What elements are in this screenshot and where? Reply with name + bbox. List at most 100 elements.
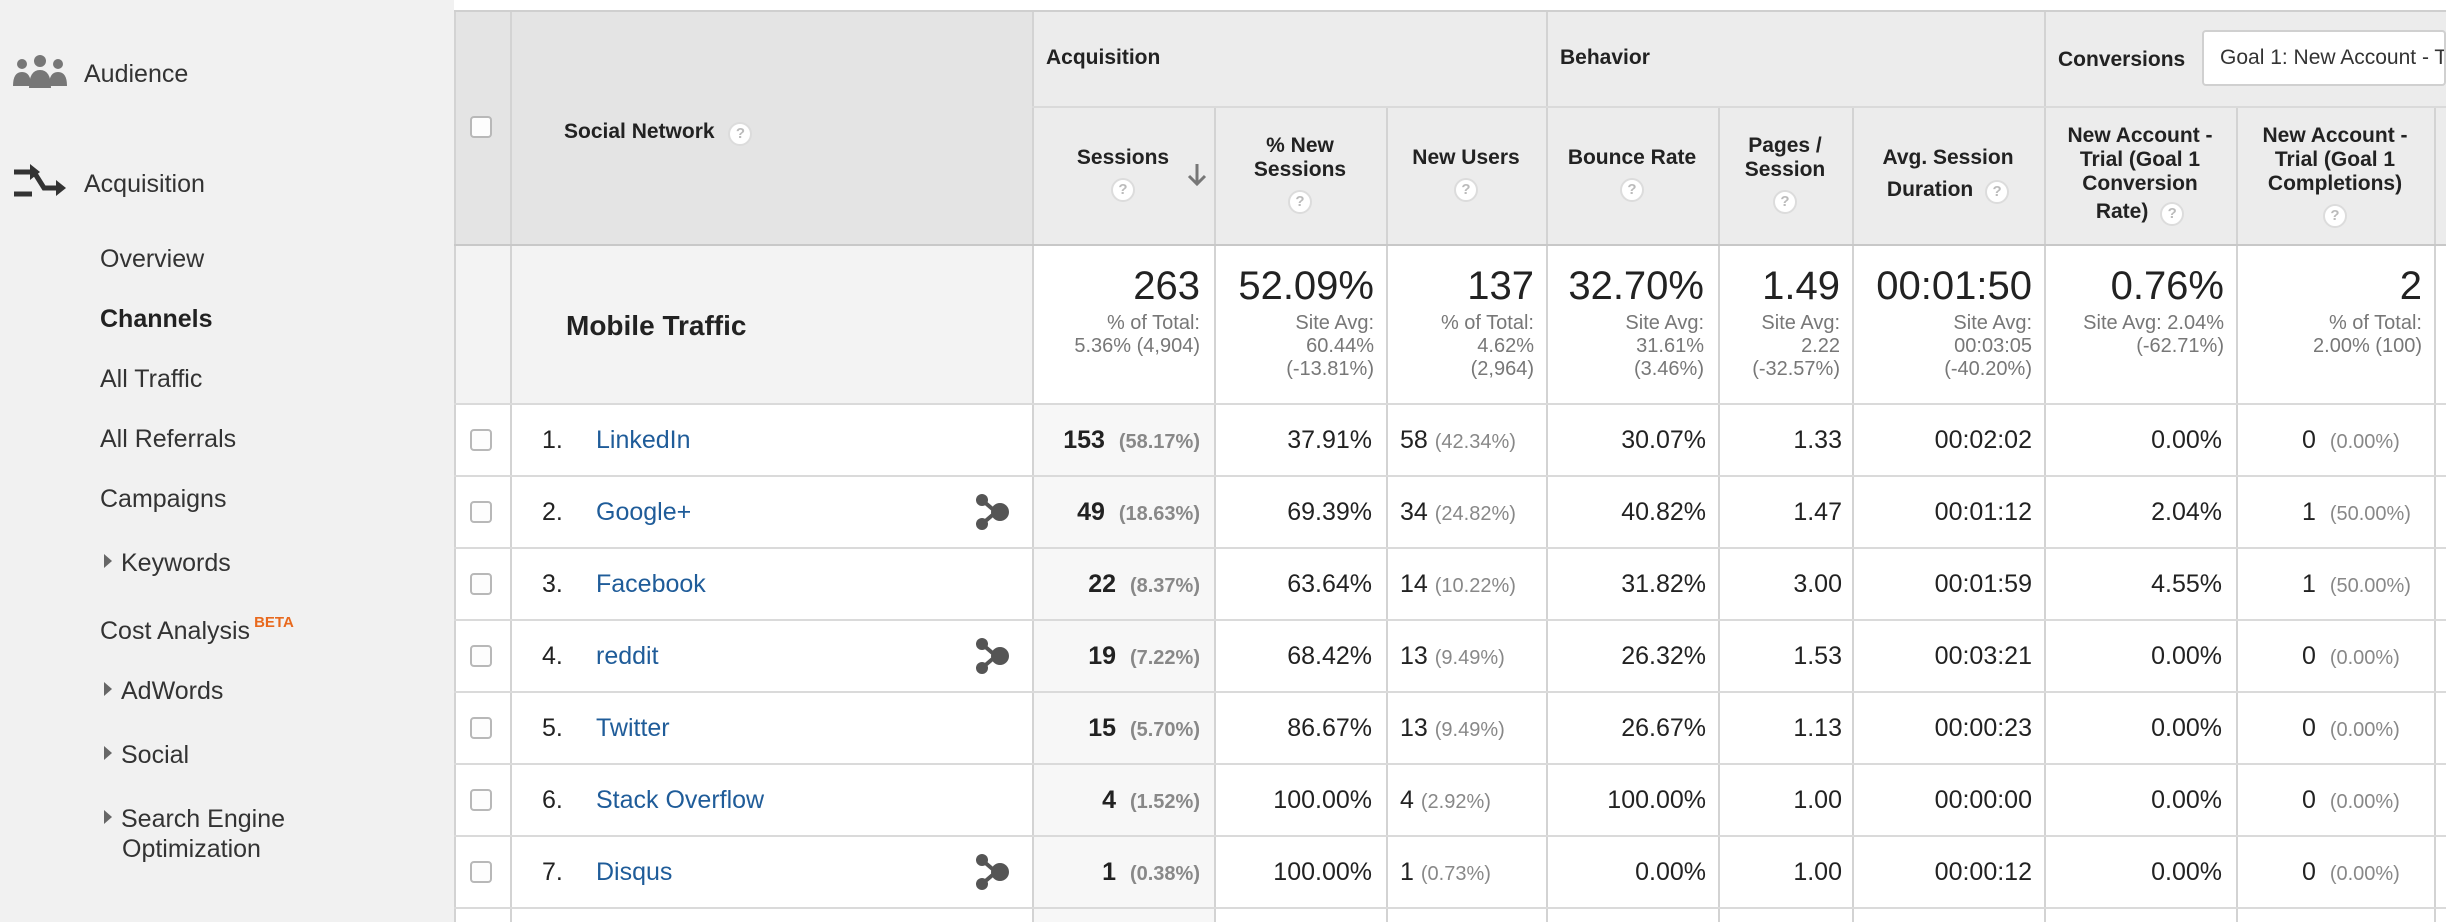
- beta-badge: BETA: [254, 614, 294, 631]
- help-icon[interactable]: ?: [1288, 190, 1312, 214]
- new-users-value: 4: [1400, 786, 1414, 814]
- col-completions[interactable]: New Account - Trial (Goal 1 Completions)…: [2236, 124, 2434, 228]
- help-icon[interactable]: ?: [1454, 178, 1478, 202]
- expand-triangle-icon: [104, 810, 112, 824]
- total-new-users-sub: % of Total: 4.62% (2,964): [1386, 312, 1534, 381]
- acquisition-icon: [14, 164, 66, 197]
- col-avg-duration[interactable]: Avg. Session Duration ?: [1852, 146, 2044, 204]
- row-new-sessions: 63.64%: [1287, 570, 1372, 598]
- divider: [454, 12, 456, 922]
- row-network-link[interactable]: Disqus: [596, 858, 673, 886]
- row-checkbox[interactable]: [470, 789, 492, 811]
- col-label-line: Duration: [1886, 178, 1974, 201]
- col-bounce-rate[interactable]: Bounce Rate ?: [1546, 146, 1718, 202]
- sidebar-item-campaigns[interactable]: Campaigns: [100, 485, 227, 513]
- sidebar-item-seo[interactable]: Search Engine: [104, 804, 285, 834]
- row-conv-rate: 0.00%: [2151, 714, 2222, 742]
- total-completions: 2: [2399, 264, 2422, 308]
- sidebar-item-keywords[interactable]: Keywords: [104, 548, 231, 578]
- row-checkbox[interactable]: [470, 429, 492, 451]
- sub-line: (-32.57%): [1752, 358, 1840, 380]
- goal-select[interactable]: Goal 1: New Account - Trial: [2202, 30, 2446, 86]
- sessions-percent: (58.17%): [1118, 431, 1200, 453]
- social-hub-icon[interactable]: [974, 852, 1012, 892]
- col-conversion-rate[interactable]: New Account - Trial (Goal 1 Conversion R…: [2044, 124, 2236, 226]
- help-icon[interactable]: ?: [728, 122, 753, 146]
- sub-line: Site Avg:: [1761, 312, 1840, 334]
- row-sessions: 19 (7.22%): [1032, 641, 1200, 673]
- row-network-link[interactable]: LinkedIn: [596, 426, 691, 454]
- sidebar-item-all-referrals[interactable]: All Referrals: [100, 425, 237, 453]
- sidebar-item-social[interactable]: Social: [104, 740, 189, 770]
- divider: [1032, 106, 2446, 108]
- row-checkbox[interactable]: [470, 861, 492, 883]
- row-network-link[interactable]: Facebook: [596, 570, 706, 598]
- sidebar-item-all-traffic[interactable]: All Traffic: [100, 365, 203, 393]
- divider: [2434, 106, 2436, 922]
- sort-descending-icon[interactable]: [1186, 162, 1208, 188]
- sidebar-item-adwords[interactable]: AdWords: [104, 676, 223, 706]
- new-users-percent: (0.73%): [1420, 863, 1491, 885]
- row-completions: 0 (0.00%): [2302, 641, 2400, 673]
- row-checkbox[interactable]: [470, 501, 492, 523]
- sidebar-item-overview[interactable]: Overview: [100, 245, 205, 273]
- divider: [454, 835, 2446, 837]
- sub-line: 60.44%: [1306, 335, 1374, 357]
- col-pages-session[interactable]: Pages / Session ?: [1718, 134, 1852, 214]
- divider: [1214, 106, 1216, 922]
- row-conv-rate: 4.55%: [2151, 570, 2222, 598]
- total-duration: 00:01:50: [1876, 264, 2032, 308]
- sub-line: 4.62%: [1477, 335, 1534, 357]
- col-sessions[interactable]: Sessions ?: [1032, 146, 1214, 202]
- divider: [454, 475, 2446, 477]
- row-checkbox[interactable]: [470, 645, 492, 667]
- new-users-value: 13: [1400, 714, 1428, 742]
- social-network-header[interactable]: Social Network ?: [564, 120, 753, 146]
- sessions-percent: (18.63%): [1118, 503, 1200, 525]
- new-users-percent: (9.49%): [1434, 719, 1505, 741]
- col-label-line: Sessions: [1253, 158, 1347, 181]
- sidebar-item-cost-analysis[interactable]: Cost Analysis BETA: [100, 608, 294, 646]
- sidebar-item-acquisition[interactable]: Acquisition: [0, 162, 205, 206]
- social-hub-icon[interactable]: [974, 492, 1012, 532]
- help-icon[interactable]: ?: [2323, 204, 2347, 228]
- row-checkbox[interactable]: [470, 717, 492, 739]
- help-icon[interactable]: ?: [1620, 178, 1644, 202]
- new-users-value: 34: [1400, 498, 1428, 526]
- row-network-link[interactable]: Google+: [596, 498, 692, 526]
- sidebar-item-audience[interactable]: Audience: [0, 52, 188, 96]
- sidebar-label-seo-line2: Optimization: [122, 835, 261, 863]
- total-new-sessions-sub: Site Avg: 60.44% (-13.81%): [1214, 312, 1374, 381]
- sidebar-item-channels[interactable]: Channels: [100, 305, 213, 333]
- row-checkbox[interactable]: [470, 573, 492, 595]
- row-conv-rate: 0.00%: [2151, 858, 2222, 886]
- row-index: 1.: [542, 426, 563, 454]
- row-sessions: 4 (1.52%): [1032, 785, 1200, 817]
- new-users-percent: (24.82%): [1434, 503, 1516, 525]
- new-users-percent: (10.22%): [1434, 575, 1516, 597]
- completions-value: 0: [2302, 714, 2316, 742]
- col-new-sessions[interactable]: % New Sessions ?: [1214, 134, 1386, 214]
- row-network-link[interactable]: Stack Overflow: [596, 786, 765, 814]
- row-new-sessions: 100.00%: [1273, 786, 1372, 814]
- row-conv-rate: 0.00%: [2151, 786, 2222, 814]
- row-bounce-rate: 40.82%: [1621, 498, 1706, 526]
- sessions-value: 4: [1102, 786, 1117, 814]
- help-icon[interactable]: ?: [2160, 202, 2185, 226]
- row-network-link[interactable]: Twitter: [596, 714, 670, 742]
- row-pages-session: 1.53: [1793, 642, 1842, 670]
- total-duration-sub: Site Avg: 00:03:05 (-40.20%): [1852, 312, 2032, 381]
- select-all-checkbox[interactable]: [470, 116, 492, 138]
- col-new-users[interactable]: New Users ?: [1386, 146, 1546, 202]
- row-new-sessions: 37.91%: [1287, 426, 1372, 454]
- social-hub-icon[interactable]: [974, 636, 1012, 676]
- sub-line: % of Total:: [1440, 312, 1534, 334]
- row-sessions: 22 (8.37%): [1032, 569, 1200, 601]
- row-network-link[interactable]: reddit: [596, 642, 659, 670]
- help-icon[interactable]: ?: [1773, 190, 1797, 214]
- help-icon[interactable]: ?: [1111, 178, 1135, 202]
- sub-line: (2,964): [1470, 358, 1534, 380]
- help-icon[interactable]: ?: [1985, 180, 2010, 204]
- row-bounce-rate: 100.00%: [1607, 786, 1706, 814]
- sessions-value: 19: [1088, 642, 1117, 670]
